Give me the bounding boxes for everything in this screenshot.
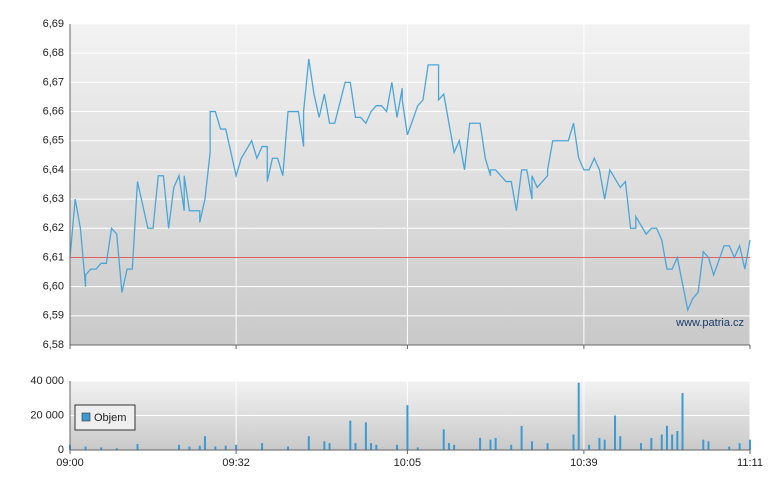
layer: 6,58 6,59 6,60 6,61 6,62 6,63 6,64 6,65 6,66 6,67… (30, 18, 763, 469)
volume-bar (370, 443, 373, 450)
volume-bar (396, 444, 399, 450)
volume-bar (660, 434, 663, 450)
plot-background (70, 24, 750, 345)
volume-bar (639, 443, 642, 450)
volume-bar (416, 447, 419, 450)
volume-bar (447, 443, 450, 450)
volume-bar (671, 434, 674, 450)
y-tick-label: 6,63 (43, 193, 64, 205)
legend-label: Objem (94, 412, 126, 424)
volume-bar (349, 420, 352, 450)
volume-bar (235, 444, 238, 450)
volume-bar (188, 446, 191, 450)
volume-bar (707, 441, 710, 450)
volume-bar (510, 444, 513, 450)
volume-bar (115, 448, 118, 450)
watermark: www.patria.cz (675, 317, 744, 329)
legend-swatch (81, 412, 91, 422)
volume-bar (619, 436, 622, 450)
volume-bar (442, 429, 445, 450)
volume-bar (749, 439, 751, 450)
volume-bar (198, 445, 201, 450)
y-tick-label: 0 (58, 444, 64, 456)
volume-bar (479, 437, 482, 450)
volume-bar (603, 439, 606, 450)
volume-bar (100, 447, 103, 450)
volume-bar (178, 444, 181, 450)
y-tick-label: 6,62 (43, 222, 64, 234)
volume-bar (287, 446, 290, 450)
y-tick-label: 6,59 (43, 310, 64, 322)
volume-bar (364, 422, 367, 450)
x-tick-label: 09:00 (56, 457, 84, 469)
volume-bar (136, 443, 139, 450)
volume-bar (214, 446, 217, 450)
volume-bar (650, 437, 653, 450)
volume-bar (598, 437, 601, 450)
y-tick-label: 6,68 (43, 47, 64, 59)
volume-bar (494, 437, 497, 450)
volume-bar (323, 441, 326, 450)
y-tick-label: 6,66 (43, 105, 64, 117)
y-tick-label: 6,58 (43, 339, 64, 351)
volume-bar (84, 446, 87, 450)
volume-bar (520, 425, 523, 450)
x-tick-label: 09:32 (222, 457, 250, 469)
volume-bar (203, 436, 206, 450)
price-line (69, 58, 751, 313)
volume-bar (375, 444, 378, 450)
y-tick-label: 40 000 (30, 375, 64, 387)
volume-bar (261, 443, 264, 450)
volume-bar (681, 393, 684, 450)
volume-bar (614, 415, 617, 450)
volume-bar (453, 444, 456, 450)
volume-bar (572, 434, 575, 450)
volume-bar (588, 444, 591, 450)
volume-bar (489, 439, 492, 450)
volume-bar (738, 443, 741, 450)
volume-bar (546, 443, 549, 450)
y-tick-label: 6,69 (43, 18, 64, 30)
volume-bar (665, 425, 668, 450)
volume-bar (354, 443, 357, 450)
y-tick-label: 20 000 (30, 409, 64, 421)
volume-bar (530, 441, 533, 450)
volume-bar (577, 382, 580, 450)
y-tick-label: 6,60 (43, 281, 64, 293)
y-tick-label: 6,67 (43, 76, 64, 88)
x-tick-label: 10:05 (394, 457, 422, 469)
volume-bar (406, 405, 409, 450)
volume-bar (728, 446, 731, 450)
volume-bar (328, 443, 331, 450)
x-tick-label: 10:39 (570, 457, 598, 469)
y-tick-label: 6,65 (43, 135, 64, 147)
volume-bar (702, 439, 705, 450)
volume-bar (676, 431, 679, 450)
volume-bar (307, 436, 310, 450)
volume-bar (224, 445, 227, 450)
y-tick-label: 6,64 (43, 164, 64, 176)
x-tick-label: 11:11 (737, 457, 763, 469)
y-tick-label: 6,61 (43, 251, 64, 263)
